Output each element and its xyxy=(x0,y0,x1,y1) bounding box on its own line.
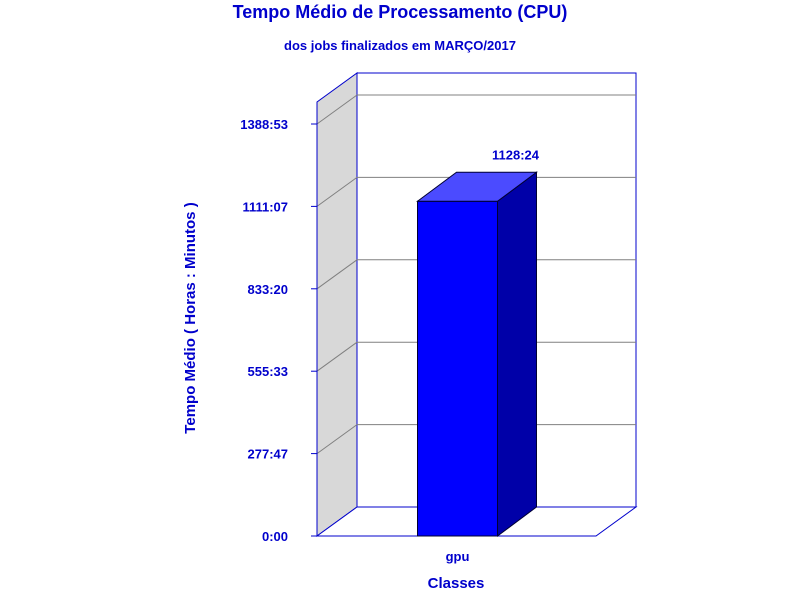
gridline-wall xyxy=(316,341,358,372)
bar-front xyxy=(417,200,498,537)
left-wall xyxy=(316,72,358,537)
bar-top xyxy=(415,171,539,202)
y-tick-label: 1111:07 xyxy=(242,199,288,214)
gridline-wall xyxy=(316,176,358,207)
y-tick-label: 0:00 xyxy=(262,529,288,544)
bar-side xyxy=(497,171,537,537)
gridline-wall xyxy=(316,424,358,455)
plot-area xyxy=(315,72,638,537)
x-axis-label: Classes xyxy=(428,575,485,592)
bar-series: 1128:24 gpu xyxy=(415,147,540,564)
y-tick-label: 555:33 xyxy=(248,364,288,379)
y-axis-ticks: 0:00 277:47 555:33 833:20 1111:07 1388:53 xyxy=(240,117,317,544)
gridline-wall xyxy=(316,259,358,290)
y-tick-label: 1388:53 xyxy=(240,117,288,132)
y-tick-label: 833:20 xyxy=(248,282,288,297)
gridline-wall xyxy=(316,94,358,125)
chart-subtitle: dos jobs finalizados em MARÇO/2017 xyxy=(284,38,516,53)
x-tick-label: gpu xyxy=(446,549,470,564)
y-tick-label: 277:47 xyxy=(248,447,288,462)
chart-title: Tempo Médio de Processamento (CPU) xyxy=(233,2,568,22)
y-axis-label: Tempo Médio ( Horas : Minutos ) xyxy=(182,202,199,433)
data-label: 1128:24 xyxy=(492,147,540,162)
